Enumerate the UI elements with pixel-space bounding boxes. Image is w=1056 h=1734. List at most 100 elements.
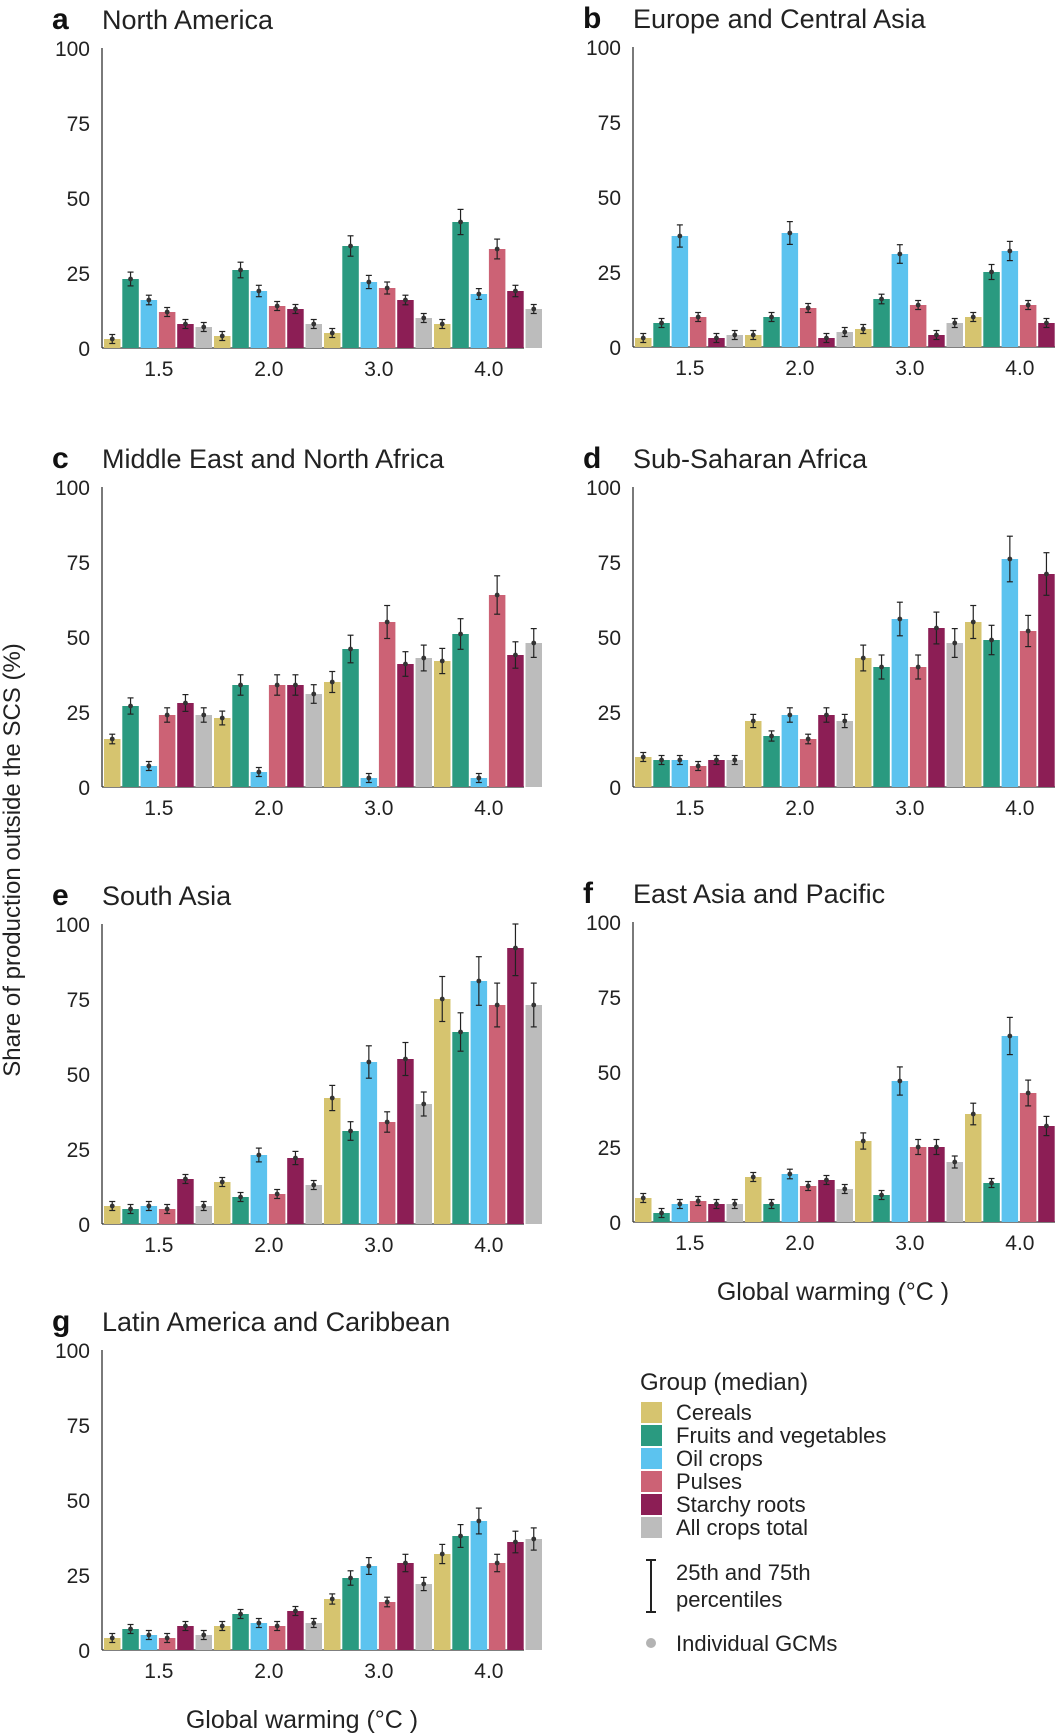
bar-fruits-and-vegetables <box>122 1629 139 1650</box>
panels: a North America 0 25 50 75 100 1.5 2.0 3.0 4.0 b Eur… <box>52 2 1055 1734</box>
median-dot <box>860 326 866 332</box>
bar-all-crops-total <box>946 643 963 787</box>
panel-title: Middle East and North Africa <box>102 444 445 474</box>
bar-oil-crops <box>1001 559 1019 787</box>
x-tick-label: 4.0 <box>474 358 503 381</box>
x-tick-label: 4.0 <box>1005 797 1034 820</box>
bar-pulses <box>488 249 506 348</box>
median-dot <box>732 757 738 763</box>
x-tick-label: 1.5 <box>675 1232 704 1255</box>
x-axis-label: Global warming (°C ) <box>717 1278 949 1306</box>
x-tick-label: 4.0 <box>474 1660 503 1683</box>
x-tick-label: 4.0 <box>1005 1232 1034 1255</box>
y-tick-label: 50 <box>598 187 621 210</box>
median-dot <box>219 1179 225 1185</box>
median-dot <box>842 1186 848 1192</box>
x-tick-label: 3.0 <box>364 797 393 820</box>
median-dot <box>458 219 463 225</box>
median-dot <box>348 243 353 249</box>
y-tick-label: 75 <box>598 112 621 135</box>
median-dot <box>989 1180 994 1186</box>
bar-oil-crops <box>891 1081 909 1222</box>
bar-oil-crops <box>781 233 799 347</box>
median-dot <box>366 279 372 285</box>
median-dot <box>329 1596 335 1602</box>
y-tick-label: 100 <box>55 477 90 500</box>
median-dot <box>458 631 463 637</box>
median-dot <box>366 1563 372 1569</box>
x-tick-label: 2.0 <box>254 1660 283 1683</box>
legend-swatch <box>641 1448 662 1469</box>
x-tick-label: 1.5 <box>675 797 704 820</box>
median-dot <box>293 306 298 312</box>
y-tick-label: 75 <box>67 113 90 136</box>
bar-cereals <box>434 999 451 1224</box>
bar-oil-crops <box>470 294 488 348</box>
median-dot <box>348 646 353 652</box>
bar-oil-crops <box>1001 251 1019 347</box>
median-dot <box>842 718 848 724</box>
median-dot <box>531 1536 537 1542</box>
bar-all-crops-total <box>415 658 432 787</box>
median-dot <box>934 625 939 631</box>
bar-cereals <box>434 661 451 787</box>
x-tick-label: 3.0 <box>895 1232 924 1255</box>
bar-pulses <box>909 667 927 787</box>
x-tick-label: 4.0 <box>474 1234 503 1257</box>
median-dot <box>970 619 976 625</box>
median-dot <box>934 332 939 338</box>
bar-fruits-and-vegetables <box>232 270 249 348</box>
median-dot <box>769 314 774 320</box>
y-tick-label: 0 <box>78 1214 90 1237</box>
bar-all-crops-total <box>415 1584 432 1650</box>
bar-pulses <box>488 1005 506 1224</box>
bar-all-crops-total <box>305 694 322 787</box>
median-dot <box>989 269 994 275</box>
bar-all-crops-total <box>195 327 212 348</box>
panel-letter: a <box>52 3 69 36</box>
panel-title: North America <box>102 5 274 35</box>
bar-starchy-roots <box>397 300 414 348</box>
median-dot <box>421 315 427 321</box>
bar-pulses <box>158 1209 176 1224</box>
bar-fruits-and-vegetables <box>342 1578 359 1650</box>
bar-fruits-and-vegetables <box>342 649 359 787</box>
median-dot <box>897 251 903 257</box>
median-dot <box>128 703 133 709</box>
median-dot <box>201 324 207 330</box>
y-axis-label: Share of production outside the SCS (%) <box>0 643 26 1077</box>
panel-letter: c <box>52 442 69 475</box>
bar-cereals <box>434 324 451 348</box>
median-dot <box>494 1560 500 1566</box>
median-dot <box>329 679 335 685</box>
legend-swatch <box>641 1517 662 1538</box>
median-dot <box>146 763 152 769</box>
median-dot <box>531 640 537 646</box>
bar-starchy-roots <box>708 760 725 787</box>
y-tick-label: 75 <box>598 987 621 1010</box>
bar-starchy-roots <box>177 703 194 787</box>
bar-starchy-roots <box>177 1626 194 1650</box>
median-dot <box>1044 320 1049 326</box>
median-dot <box>1025 302 1031 308</box>
legend-label: Starchy roots <box>676 1492 806 1517</box>
median-dot <box>640 335 646 341</box>
bar-all-crops-total <box>195 1206 212 1224</box>
median-dot <box>128 1206 133 1212</box>
bar-fruits-and-vegetables <box>452 1032 469 1224</box>
median-dot <box>805 736 811 742</box>
legend-label: Oil crops <box>676 1446 763 1471</box>
x-tick-label: 2.0 <box>254 358 283 381</box>
median-dot <box>750 718 756 724</box>
median-dot <box>970 314 976 320</box>
panel-b: b Europe and Central Asia 0 25 50 75 100 1.5 2.0… <box>583 2 1055 380</box>
bar-starchy-roots <box>397 664 414 787</box>
median-dot <box>750 1174 756 1180</box>
median-dot <box>384 285 390 291</box>
bar-cereals <box>855 329 872 347</box>
bar-fruits-and-vegetables <box>983 640 1000 787</box>
bar-pulses <box>1019 631 1037 787</box>
y-tick-label: 50 <box>598 1062 621 1085</box>
bar-starchy-roots <box>507 655 524 787</box>
median-dot <box>879 296 884 302</box>
